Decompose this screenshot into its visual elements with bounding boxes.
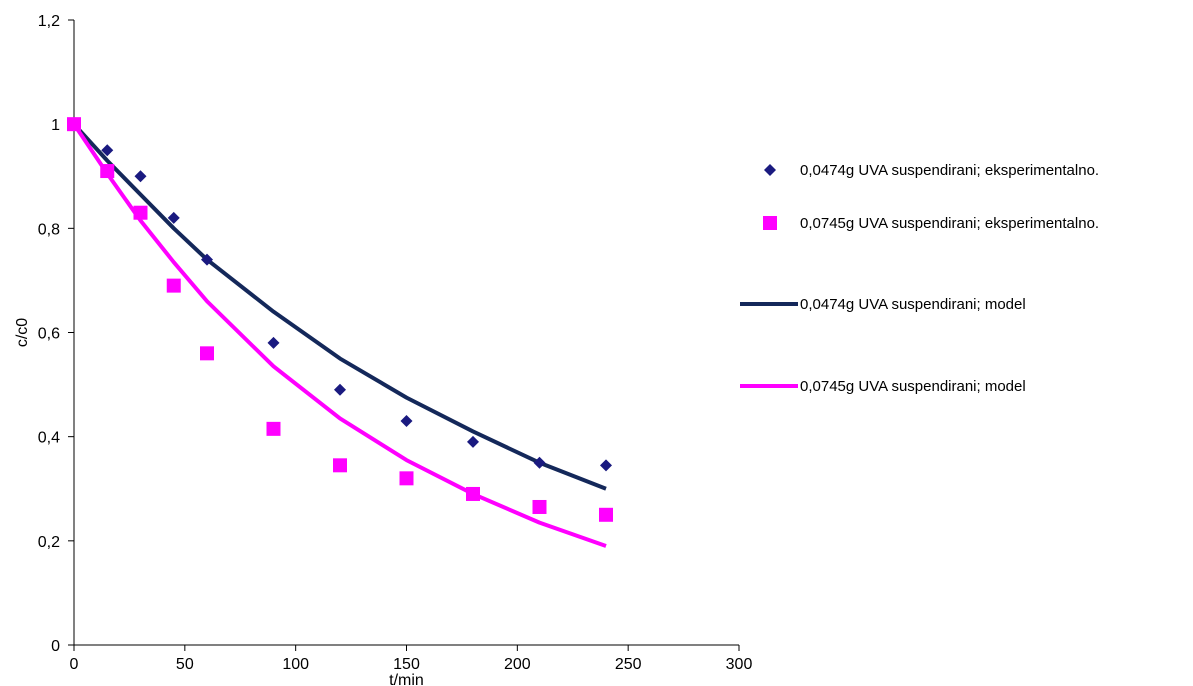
- legend-item-4: 0,0745g UVA suspendirani; model: [740, 378, 1026, 395]
- series-2-point: [333, 458, 347, 473]
- y-tick-label: 0,2: [38, 534, 60, 551]
- x-tick-label: 100: [282, 656, 309, 673]
- series-2-point: [466, 486, 480, 501]
- series-2-point: [67, 117, 81, 132]
- series-2-point: [399, 471, 414, 486]
- x-axis-title: t/min: [389, 672, 424, 686]
- y-ticks: 0 0,2 0,4 0,6 0,8 1 1,2: [38, 13, 74, 655]
- series-1-point: [201, 253, 213, 266]
- legend-marker-2: [763, 216, 777, 230]
- y-tick-label: 0,4: [38, 430, 60, 447]
- legend-label-1: 0,0474g UVA suspendirani; eksperimentaln…: [800, 162, 1099, 179]
- axes: [73, 20, 739, 646]
- series-4-line-group: [72, 123, 607, 548]
- y-tick-label: 0,6: [38, 326, 60, 343]
- x-tick-label: 300: [726, 656, 753, 673]
- legend-label-2: 0,0745g UVA suspendirani; eksperimentaln…: [800, 215, 1099, 232]
- legend-item-2: 0,0745g UVA suspendirani; eksperimentaln…: [763, 215, 1099, 232]
- legend-item-1: 0,0474g UVA suspendirani; eksperimentaln…: [764, 162, 1099, 179]
- x-tick-label: 0: [70, 656, 79, 673]
- legend-item-3: 0,0474g UVA suspendirani; model: [740, 296, 1026, 313]
- y-tick-label: 1: [51, 117, 60, 134]
- x-ticks: 0 50 100 150 200 250 300: [70, 645, 753, 673]
- legend: 0,0474g UVA suspendirani; eksperimentaln…: [740, 162, 1099, 395]
- series-2-point: [166, 278, 181, 293]
- series-1-point: [167, 211, 180, 224]
- series-3-line: [72, 122, 607, 491]
- legend-label-4: 0,0745g UVA suspendirani; model: [800, 378, 1026, 395]
- x-tick-label: 250: [615, 656, 642, 673]
- series-2-markers: [67, 117, 613, 522]
- series-3-line-group: [72, 122, 607, 491]
- series-1-point: [334, 383, 346, 396]
- series-2-point: [133, 205, 148, 220]
- x-tick-label: 50: [176, 656, 194, 673]
- series-1-point: [533, 456, 546, 469]
- series-1-point: [134, 170, 147, 183]
- series-1-point: [101, 144, 114, 157]
- legend-label-3: 0,0474g UVA suspendirani; model: [800, 296, 1026, 313]
- x-tick-label: 200: [504, 656, 531, 673]
- y-axis-title: c/c0: [14, 318, 31, 347]
- y-tick-label: 1,2: [38, 13, 60, 30]
- series-2-point: [100, 164, 115, 179]
- series-2-point: [266, 421, 281, 436]
- series-1-point: [400, 415, 413, 428]
- x-tick-label: 150: [393, 656, 420, 673]
- series-2-point: [599, 507, 613, 522]
- series-4-line: [72, 123, 607, 548]
- plot-area: [67, 117, 613, 548]
- y-tick-label: 0,8: [38, 221, 60, 238]
- legend-marker-1: [764, 164, 776, 176]
- series-2-point: [532, 499, 547, 514]
- y-tick-label: 0: [51, 638, 60, 655]
- series-1-point: [267, 336, 280, 349]
- series-1-point: [600, 459, 612, 472]
- series-2-point: [200, 346, 214, 361]
- series-1-point: [467, 435, 479, 448]
